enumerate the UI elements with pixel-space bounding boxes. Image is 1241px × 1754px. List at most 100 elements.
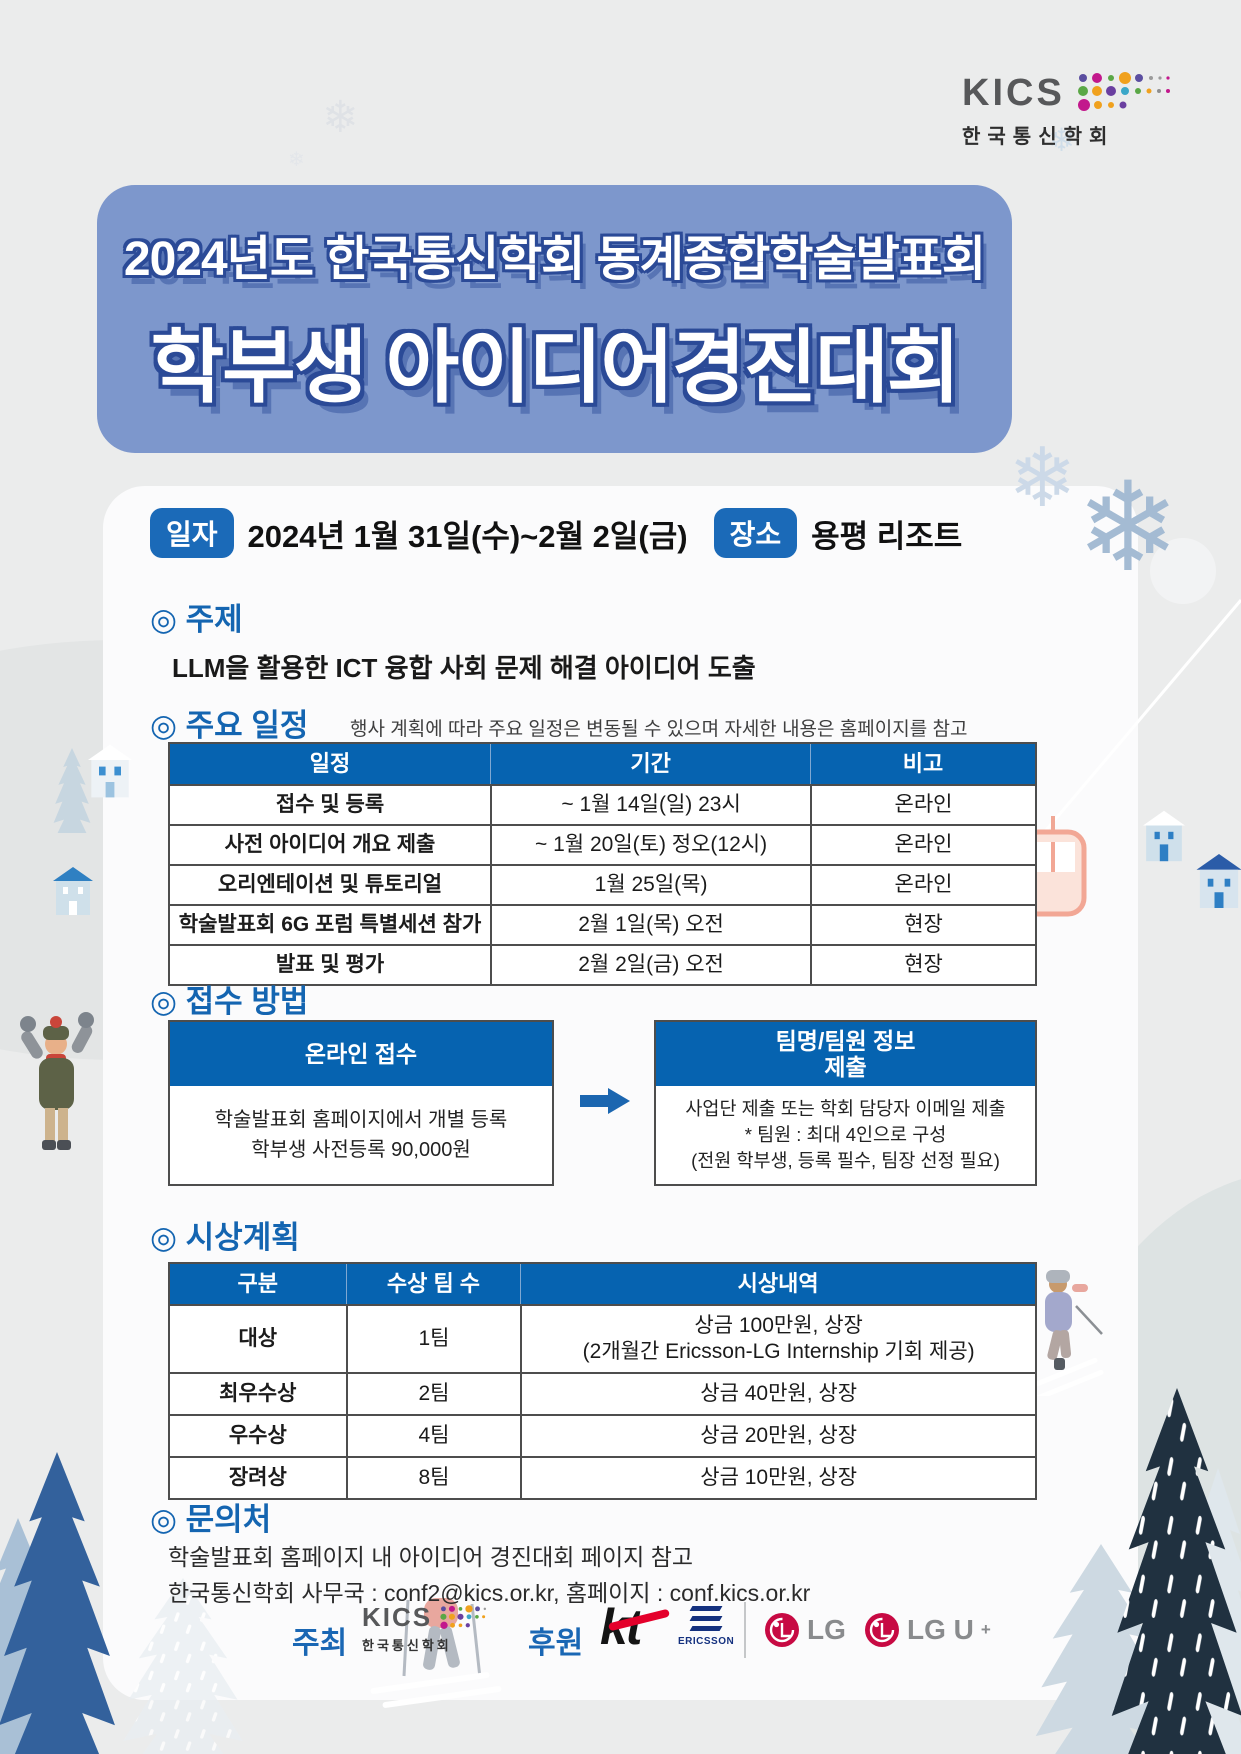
snowflake-icon: ❄ bbox=[1048, 122, 1075, 158]
lg-uplus-logo: LG U + bbox=[864, 1612, 991, 1648]
online-apply-line: 학술발표회 홈페이지에서 개별 등록 bbox=[214, 1109, 508, 1131]
lg-uplus-plus: + bbox=[980, 1620, 991, 1639]
house-icon bbox=[53, 867, 93, 915]
contact-line1: 학술발표회 홈페이지 내 아이디어 경진대회 페이지 참고 bbox=[168, 1544, 694, 1570]
host-label: 주최 bbox=[292, 1627, 348, 1660]
cable-car-icon bbox=[968, 599, 1241, 920]
kics-logo-text: KICS bbox=[962, 71, 1065, 114]
team-submit-line: 사업단 제출 또는 학회 담당자 이메일 제출 bbox=[685, 1098, 1006, 1120]
awards-cell: 최우수상 bbox=[219, 1381, 297, 1405]
table-row: 최우수상 2팀 상금 40만원, 상장 bbox=[170, 1372, 1035, 1414]
footer-skier-illustration bbox=[370, 1598, 502, 1708]
schedule-cell: ~ 1월 14일(일) 23시 bbox=[490, 786, 810, 824]
apply-heading: ◎ 접수 방법 bbox=[150, 984, 309, 1019]
schedule-cell: 현장 bbox=[810, 906, 1035, 944]
schedule-heading: ◎ 주요 일정 bbox=[150, 708, 309, 743]
awards-col-header: 구분 bbox=[237, 1271, 279, 1297]
table-row: 학술발표회 6G 포럼 특별세션 참가 2월 1일(목) 오전 현장 bbox=[170, 904, 1035, 944]
kics-dots-icon bbox=[1077, 72, 1170, 111]
awards-col-header: 수상 팀 수 bbox=[345, 1264, 521, 1304]
awards-cell: 우수상 bbox=[228, 1423, 287, 1447]
awards-cell: 상금 40만원, 상장 bbox=[520, 1374, 1035, 1414]
awards-prize-line: 상금 100만원, 상장 bbox=[694, 1313, 863, 1337]
place-badge: 장소 bbox=[713, 508, 798, 558]
info-row: 일자 2024년 1월 31일(수)~2월 2일(금) 장소 용평 리조트 bbox=[150, 508, 962, 558]
table-row: 우수상 4팀 상금 20만원, 상장 bbox=[170, 1414, 1035, 1456]
awards-cell: 1팀 bbox=[345, 1306, 521, 1372]
awards-header-row: 구분 수상 팀 수 시상내역 bbox=[170, 1264, 1035, 1304]
kt-logo: kt bbox=[600, 1598, 674, 1658]
online-apply-title-text: 온라인 접수 bbox=[304, 1040, 418, 1067]
snowflake-icon: ❄ bbox=[1076, 459, 1180, 597]
lg-uplus-text: LG U bbox=[907, 1614, 974, 1645]
schedule-cell: 2월 1일(목) 오전 bbox=[490, 906, 810, 944]
house-icon bbox=[88, 744, 132, 798]
snowflake-icon: ❄ bbox=[1008, 433, 1077, 524]
awards-cell: 상금 10만원, 상장 bbox=[520, 1458, 1035, 1498]
team-submit-title-line: 제출 bbox=[824, 1054, 867, 1080]
online-apply-box: 온라인 접수 학술발표회 홈페이지에서 개별 등록 학부생 사전등록 90,00… bbox=[168, 1020, 554, 1186]
schedule-col-header: 기간 bbox=[490, 744, 810, 784]
kics-footer-logo: KICS 한국통신학회 bbox=[362, 1602, 500, 1654]
lg-symbol-icon bbox=[865, 1613, 899, 1647]
snowflake-icon: ❄ bbox=[288, 149, 305, 171]
awards-cell: 4팀 bbox=[345, 1416, 521, 1456]
schedule-col-header: 비고 bbox=[810, 744, 1035, 784]
skier-illustration bbox=[1022, 1270, 1104, 1396]
date-badge: 일자 bbox=[150, 508, 234, 558]
awards-cell: 대상 bbox=[238, 1326, 278, 1350]
awards-cell: 상금 20만원, 상장 bbox=[520, 1416, 1035, 1456]
lg-logo-text: LG bbox=[807, 1614, 846, 1645]
kics-dots-icon bbox=[440, 1604, 487, 1629]
schedule-cell: 2월 2일(금) 오전 bbox=[490, 946, 810, 984]
snowflake-icon: ❄ bbox=[322, 93, 359, 142]
kics-logo-subtitle: 한국통신학회 bbox=[962, 126, 1115, 148]
right-arrow-icon bbox=[580, 1088, 632, 1114]
schedule-header-row: 일정 기간 비고 bbox=[170, 744, 1035, 784]
contact-line2: 한국통신학회 사무국 : conf2@kics.or.kr, 홈페이지 : co… bbox=[168, 1580, 811, 1606]
ericsson-bar-icon bbox=[689, 1606, 723, 1611]
kics-logo: KICS 한국통신학회 bbox=[962, 70, 1175, 149]
awards-cell: 상금 100만원, 상장 (2개월간 Ericsson-LG Internshi… bbox=[520, 1306, 1035, 1372]
schedule-cell: ~ 1월 20일(토) 정오(12시) bbox=[490, 826, 810, 864]
awards-col-header: 시상내역 bbox=[520, 1264, 1035, 1304]
team-submit-line: (전원 학부생, 등록 필수, 팀장 선정 필요) bbox=[691, 1149, 1000, 1171]
snowball-shape bbox=[1150, 538, 1216, 604]
topic-body: LLM을 활용한 ICT 융합 사회 문제 해결 아이디어 도출 bbox=[172, 653, 756, 683]
online-apply-body: 학술발표회 홈페이지에서 개별 등록 학부생 사전등록 90,000원 bbox=[170, 1086, 552, 1184]
waving-person-illustration bbox=[20, 1012, 94, 1150]
awards-cell: 장려상 bbox=[228, 1465, 287, 1489]
schedule-cell: 오리엔테이션 및 튜토리얼 bbox=[217, 872, 443, 896]
team-submit-title: 팀명/팀원 정보 제출 bbox=[656, 1022, 1035, 1086]
schedule-cell: 1월 25일(목) bbox=[490, 866, 810, 904]
schedule-cell: 발표 및 평가 bbox=[275, 952, 385, 976]
lg-logo: LG bbox=[764, 1612, 846, 1648]
table-row: 접수 및 등록 ~ 1월 14일(일) 23시 온라인 bbox=[170, 784, 1035, 824]
schedule-col-header: 일정 bbox=[309, 751, 351, 777]
table-row: 오리엔테이션 및 튜토리얼 1월 25일(목) 온라인 bbox=[170, 864, 1035, 904]
house-icon bbox=[1196, 854, 1241, 908]
team-submit-box: 팀명/팀원 정보 제출 사업단 제출 또는 학회 담당자 이메일 제출 * 팀원… bbox=[654, 1020, 1037, 1186]
title-banner: 2024년도 한국통신학회 동계종합학술발표회 학부생 아이디어경진대회 bbox=[97, 185, 1012, 453]
footer-divider bbox=[744, 1602, 746, 1658]
schedule-cell: 온라인 bbox=[810, 786, 1035, 824]
ericsson-logo: ERICSSON bbox=[678, 1606, 734, 1647]
date-value: 2024년 1월 31일(수)~2월 2일(금) bbox=[247, 518, 688, 554]
kics-footer-subtitle: 한국통신학회 bbox=[362, 1638, 452, 1653]
pale-tree-icon bbox=[53, 748, 91, 833]
schedule-cell: 온라인 bbox=[810, 826, 1035, 864]
team-submit-body: 사업단 제출 또는 학회 담당자 이메일 제출 * 팀원 : 최대 4인으로 구… bbox=[656, 1086, 1035, 1184]
schedule-cell: 사전 아이디어 개요 제출 bbox=[224, 832, 436, 856]
place-value: 용평 리조트 bbox=[811, 518, 963, 554]
table-row: 대상 1팀 상금 100만원, 상장 (2개월간 Ericsson-LG Int… bbox=[170, 1304, 1035, 1372]
schedule-cell: 접수 및 등록 bbox=[275, 792, 385, 816]
house-icon bbox=[1143, 810, 1185, 862]
awards-cell: 8팀 bbox=[345, 1458, 521, 1498]
awards-table: 구분 수상 팀 수 시상내역 대상 1팀 상금 100만원, 상장 (2개월간 … bbox=[168, 1262, 1037, 1500]
table-row: 발표 및 평가 2월 2일(금) 오전 현장 bbox=[170, 944, 1035, 984]
contact-heading: ◎ 문의처 bbox=[150, 1502, 272, 1537]
table-row: 장려상 8팀 상금 10만원, 상장 bbox=[170, 1456, 1035, 1498]
sponsor-label: 후원 bbox=[528, 1627, 584, 1660]
schedule-cell: 학술발표회 6G 포럼 특별세션 참가 bbox=[178, 912, 482, 936]
